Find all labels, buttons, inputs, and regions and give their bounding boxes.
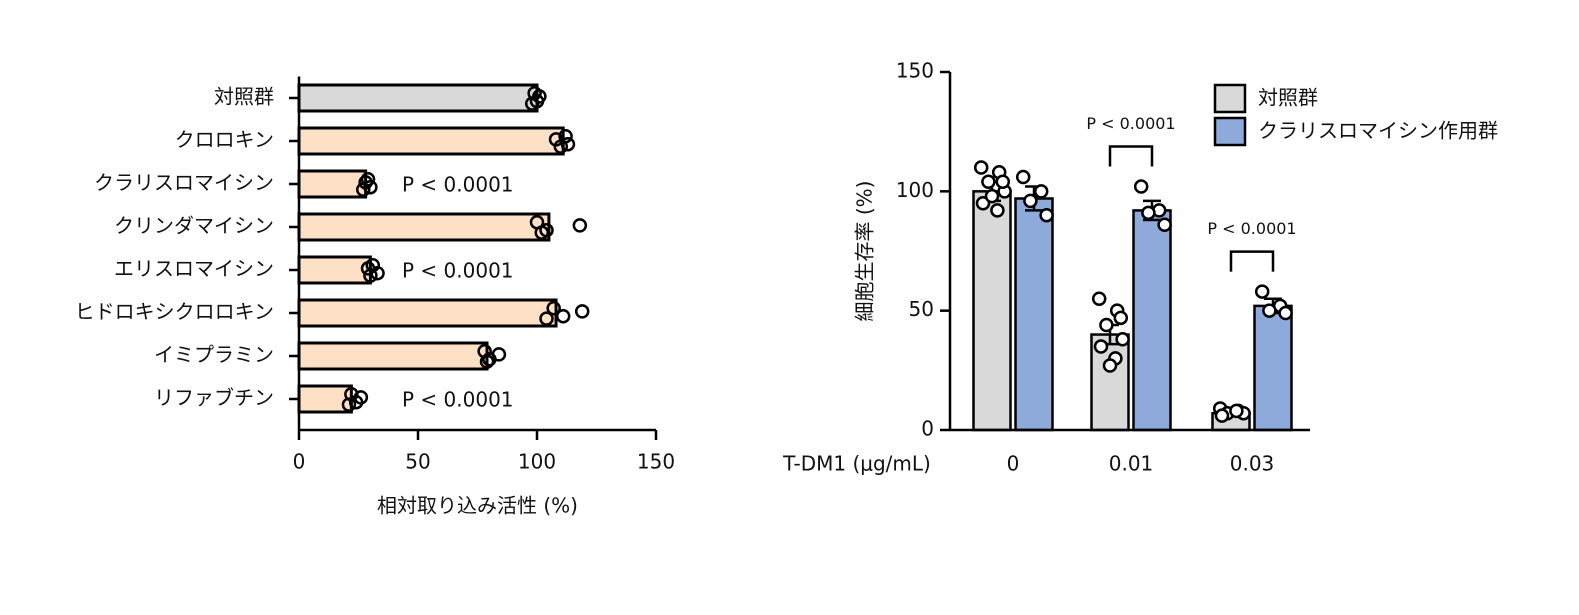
y-tick-label: エリスロマイシン — [114, 257, 274, 281]
y-tick-label: 100 — [896, 178, 934, 202]
y-tick-label: ヒドロキシクロロキン — [75, 300, 274, 324]
bar — [1132, 209, 1172, 432]
data-point — [1254, 284, 1270, 299]
x-tick-label: 150 — [637, 450, 675, 474]
bar — [297, 255, 372, 285]
data-point — [1102, 358, 1118, 373]
data-point — [553, 139, 569, 154]
data-point — [1214, 408, 1230, 423]
data-point — [1039, 207, 1054, 223]
x-axis-label: T-DM1 (μg/mL) — [782, 452, 931, 476]
bar — [297, 298, 558, 328]
y-tick-label: 0 — [921, 417, 934, 441]
annotation: P < 0.0001 — [402, 173, 514, 197]
x-axis-label: 相対取り込み活性 (%) — [377, 494, 578, 518]
data-point — [1113, 310, 1129, 326]
annotation: P < 0.0001 — [1207, 219, 1296, 238]
data-point — [360, 261, 376, 276]
data-point — [555, 308, 571, 324]
x-tick-label: 100 — [518, 450, 556, 474]
data-point — [995, 174, 1011, 190]
x-tick-label: 0.03 — [1230, 452, 1275, 476]
legend-swatch — [1213, 116, 1247, 147]
data-point — [479, 354, 495, 369]
bar — [297, 126, 565, 156]
data-point — [353, 390, 369, 405]
y-tick-label: 50 — [909, 297, 934, 321]
data-point — [984, 188, 1000, 204]
y-tick-label: リファブチン — [154, 386, 274, 410]
y-tick-label: クラリスロマイシン — [94, 171, 274, 195]
data-point — [363, 268, 378, 283]
data-point — [534, 225, 550, 240]
significance-bracket — [1108, 145, 1154, 167]
data-point — [574, 304, 590, 319]
data-point — [1093, 339, 1109, 354]
bar — [297, 212, 551, 242]
data-point — [1033, 184, 1049, 199]
y-tick-label: クリンダマイシン — [114, 214, 274, 238]
data-point — [1229, 403, 1244, 419]
x-tick-label: 50 — [405, 450, 430, 474]
data-point — [1278, 305, 1293, 321]
data-point — [560, 136, 576, 152]
x-tick-label: 0.01 — [1109, 452, 1154, 476]
data-point — [572, 218, 588, 233]
data-point — [524, 96, 540, 111]
y-tick-label: 150 — [896, 59, 934, 83]
data-point — [981, 174, 996, 190]
data-point — [356, 182, 371, 197]
data-point — [1133, 179, 1149, 194]
x-tick-label: 0 — [293, 450, 306, 474]
bar — [297, 83, 539, 113]
data-point — [539, 311, 554, 326]
legend-swatch — [1213, 83, 1247, 114]
bar — [297, 341, 489, 371]
bar — [297, 169, 368, 199]
bar — [1014, 197, 1054, 432]
data-point — [491, 347, 507, 362]
data-point — [1157, 217, 1172, 232]
data-point — [975, 196, 991, 211]
bar — [972, 190, 1012, 432]
data-point — [1091, 291, 1107, 306]
data-point — [973, 160, 989, 175]
legend-label: 対照群 — [1258, 86, 1318, 110]
data-point — [341, 397, 357, 412]
annotation: P < 0.0001 — [402, 388, 514, 412]
data-point — [1141, 205, 1156, 221]
x-tick-label: 0 — [1007, 452, 1020, 476]
legend-label: クラリスロマイシン作用群 — [1258, 119, 1498, 143]
data-point — [546, 300, 561, 316]
y-tick-label: クロロキン — [175, 128, 274, 152]
significance-bracket — [1229, 250, 1275, 272]
bar — [1253, 304, 1293, 432]
data-point — [1262, 303, 1277, 318]
data-point — [990, 203, 1005, 218]
data-point — [1023, 193, 1038, 209]
annotation: P < 0.0001 — [1086, 114, 1175, 133]
data-point — [1015, 169, 1031, 185]
data-point — [1099, 317, 1114, 333]
annotation: P < 0.0001 — [402, 259, 514, 283]
data-point — [358, 175, 373, 190]
data-point — [1115, 332, 1130, 347]
y-tick-label: イミプラミン — [154, 343, 274, 367]
y-axis-label: 細胞生存率 (%) — [853, 181, 877, 322]
y-tick-label: 対照群 — [214, 85, 274, 109]
